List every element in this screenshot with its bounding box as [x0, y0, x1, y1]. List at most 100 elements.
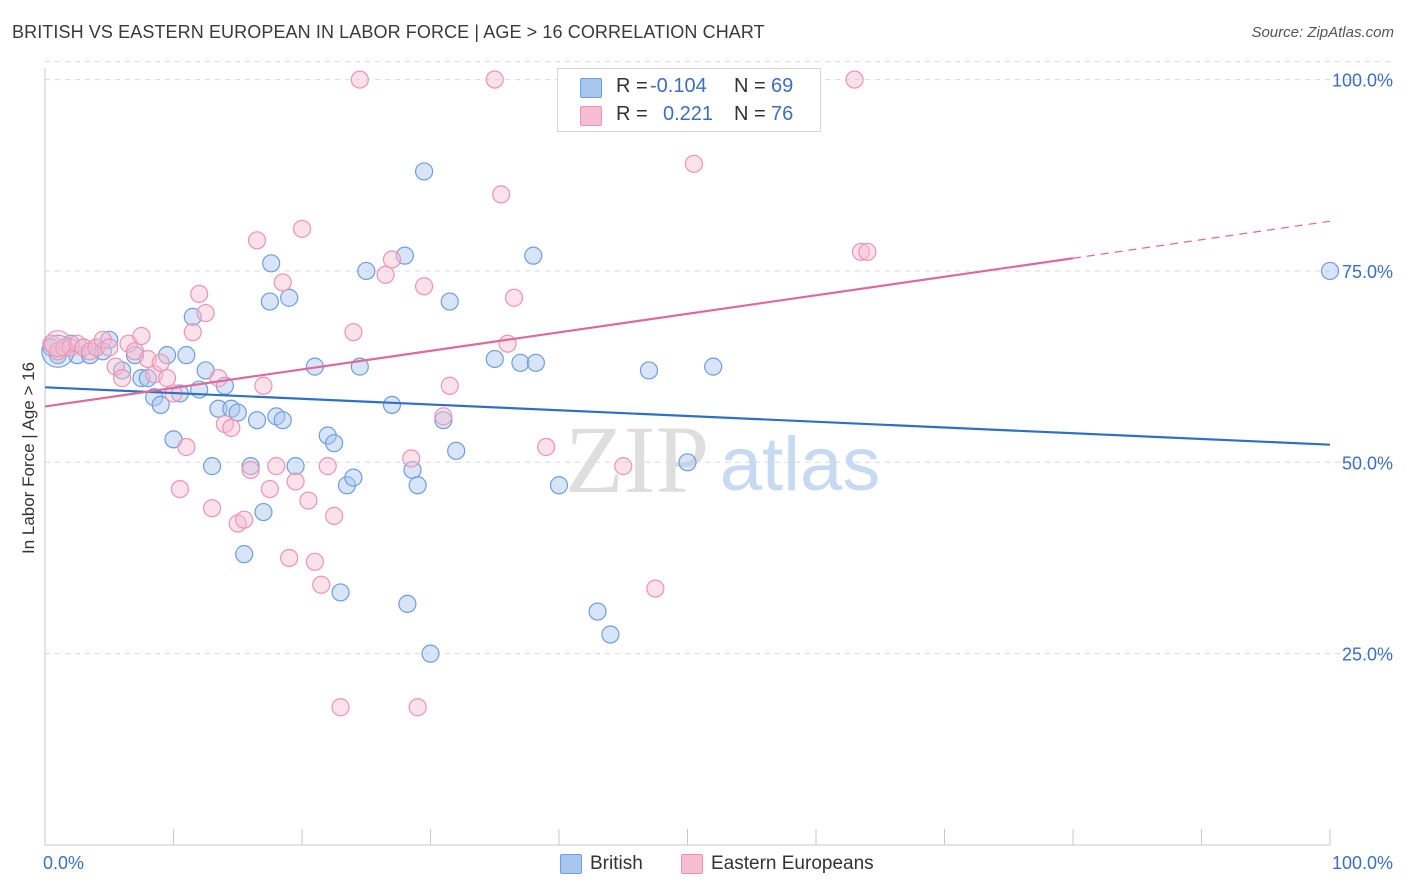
british-point-23: [202, 457, 222, 476]
british-point-27: [228, 403, 247, 422]
british-point-62: [601, 625, 620, 644]
british-point-56: [485, 349, 504, 369]
eastern-point-20: [170, 479, 190, 499]
eastern-point-40: [299, 491, 318, 510]
eastern-point-52: [414, 277, 434, 296]
british-point-33: [262, 254, 281, 273]
british-r-value: -0.104: [650, 75, 707, 97]
eastern-point-32: [247, 231, 267, 250]
british-point-36: [280, 288, 299, 307]
eastern-point-9: [100, 338, 119, 357]
source-credit: Source: ZipAtlas.com: [1251, 24, 1394, 41]
eastern-point-22: [183, 323, 202, 342]
eastern-point-38: [286, 472, 305, 491]
british-point-29: [241, 457, 260, 476]
eastern-point-17: [151, 353, 170, 372]
trend-lines: [44, 220, 1331, 446]
eastern-point-57: [498, 334, 517, 353]
eastern-legend-label: Eastern Europeans: [711, 853, 874, 874]
british-point-66: [1320, 261, 1340, 281]
x-tick-label-0: 0.0%: [43, 853, 84, 873]
british-r-label: R =: [616, 75, 648, 97]
british-point-46: [382, 395, 402, 414]
legend-row-eastern: R = 0.221 N = 76: [558, 101, 820, 129]
x-tick-label-1: 100.0%: [1332, 853, 1393, 873]
chart-title: BRITISH VS EASTERN EUROPEAN IN LABOR FOR…: [12, 22, 765, 42]
british-point-30: [247, 411, 267, 430]
eastern-point-30: [235, 510, 254, 529]
eastern-point-24: [196, 303, 215, 323]
grid-lines: [45, 61, 1392, 655]
eastern-point-14: [132, 326, 151, 346]
british-point-32: [260, 292, 279, 311]
british-point-28: [235, 545, 254, 564]
y-axis-label: In Labor Force | Age > 16: [19, 362, 38, 554]
eastern-legend-swatch: [681, 854, 703, 874]
eastern-point-37: [280, 548, 299, 568]
legend-row-british: R = -0.104 N = 69: [558, 73, 820, 101]
british-point-43: [344, 468, 363, 487]
british-legend-label: British: [590, 853, 643, 874]
eastern-swatch: [580, 106, 602, 126]
eastern-point-21: [177, 437, 196, 457]
eastern-point-31: [241, 460, 260, 480]
eastern-point-33: [254, 376, 273, 395]
eastern-point-49: [382, 250, 402, 269]
british-point-53: [434, 411, 453, 430]
watermark-atlas: atlas: [720, 422, 881, 507]
british-point-61: [588, 602, 607, 621]
british-legend-swatch: [560, 854, 582, 874]
eastern-point-64: [851, 242, 871, 261]
british-point-31: [254, 502, 273, 522]
watermark: ZIP atlas: [565, 406, 880, 513]
british-point-52: [421, 644, 440, 663]
british-point-51: [414, 162, 434, 181]
british-point-65: [704, 357, 723, 376]
british-point-40: [325, 434, 344, 453]
eastern-point-60: [614, 457, 633, 476]
eastern-point-43: [318, 457, 337, 476]
y-tick-label-2: 75.0%: [1342, 262, 1393, 282]
eastern-n-value: 76: [771, 103, 794, 125]
eastern-point-18: [157, 369, 177, 388]
british-point-37: [286, 457, 305, 476]
british-point-45: [357, 261, 376, 281]
british-point-24: [209, 399, 228, 418]
eastern-point-63: [845, 70, 864, 89]
british-point-58: [524, 246, 543, 265]
british-point-35: [273, 411, 292, 430]
british-point-55: [447, 441, 466, 460]
eastern-r-value: 0.221: [663, 103, 714, 125]
eastern-point-53: [434, 407, 453, 426]
eastern-point-39: [292, 219, 312, 238]
y-tick-label-3: 100.0%: [1332, 71, 1393, 91]
british-point-63: [639, 361, 659, 380]
eastern-trend-line: [44, 257, 1074, 408]
eastern-point-65: [858, 242, 877, 261]
y-tick-label-0: 25.0%: [1342, 645, 1393, 665]
british-n-value: 69: [771, 75, 794, 97]
british-point-60: [549, 476, 569, 495]
watermark-zip: ZIP: [565, 406, 709, 513]
eastern-point-42: [312, 575, 331, 594]
axes: [44, 68, 1331, 846]
eastern-point-10: [106, 357, 125, 376]
eastern-point-55: [485, 70, 504, 89]
eastern-point-45: [331, 698, 350, 717]
eastern-point-51: [408, 698, 427, 717]
british-point-57: [511, 353, 530, 372]
british-n-label: N =: [734, 75, 766, 97]
eastern-point-59: [537, 437, 556, 457]
eastern-r-label: R =: [616, 103, 648, 125]
series-legend: British Eastern Europeans: [0, 852, 1406, 878]
eastern-point-34: [260, 479, 279, 499]
eastern-n-label: N =: [734, 103, 766, 125]
tick-labels: 25.0% 50.0% 75.0% 100.0% 0.0% 100.0%: [43, 71, 1393, 873]
eastern-point-54: [440, 376, 459, 395]
eastern-point-44: [325, 506, 344, 525]
eastern-point-23: [190, 284, 209, 304]
eastern-point-36: [273, 273, 292, 292]
eastern-point-47: [350, 70, 369, 89]
eastern-point-26: [209, 369, 228, 388]
